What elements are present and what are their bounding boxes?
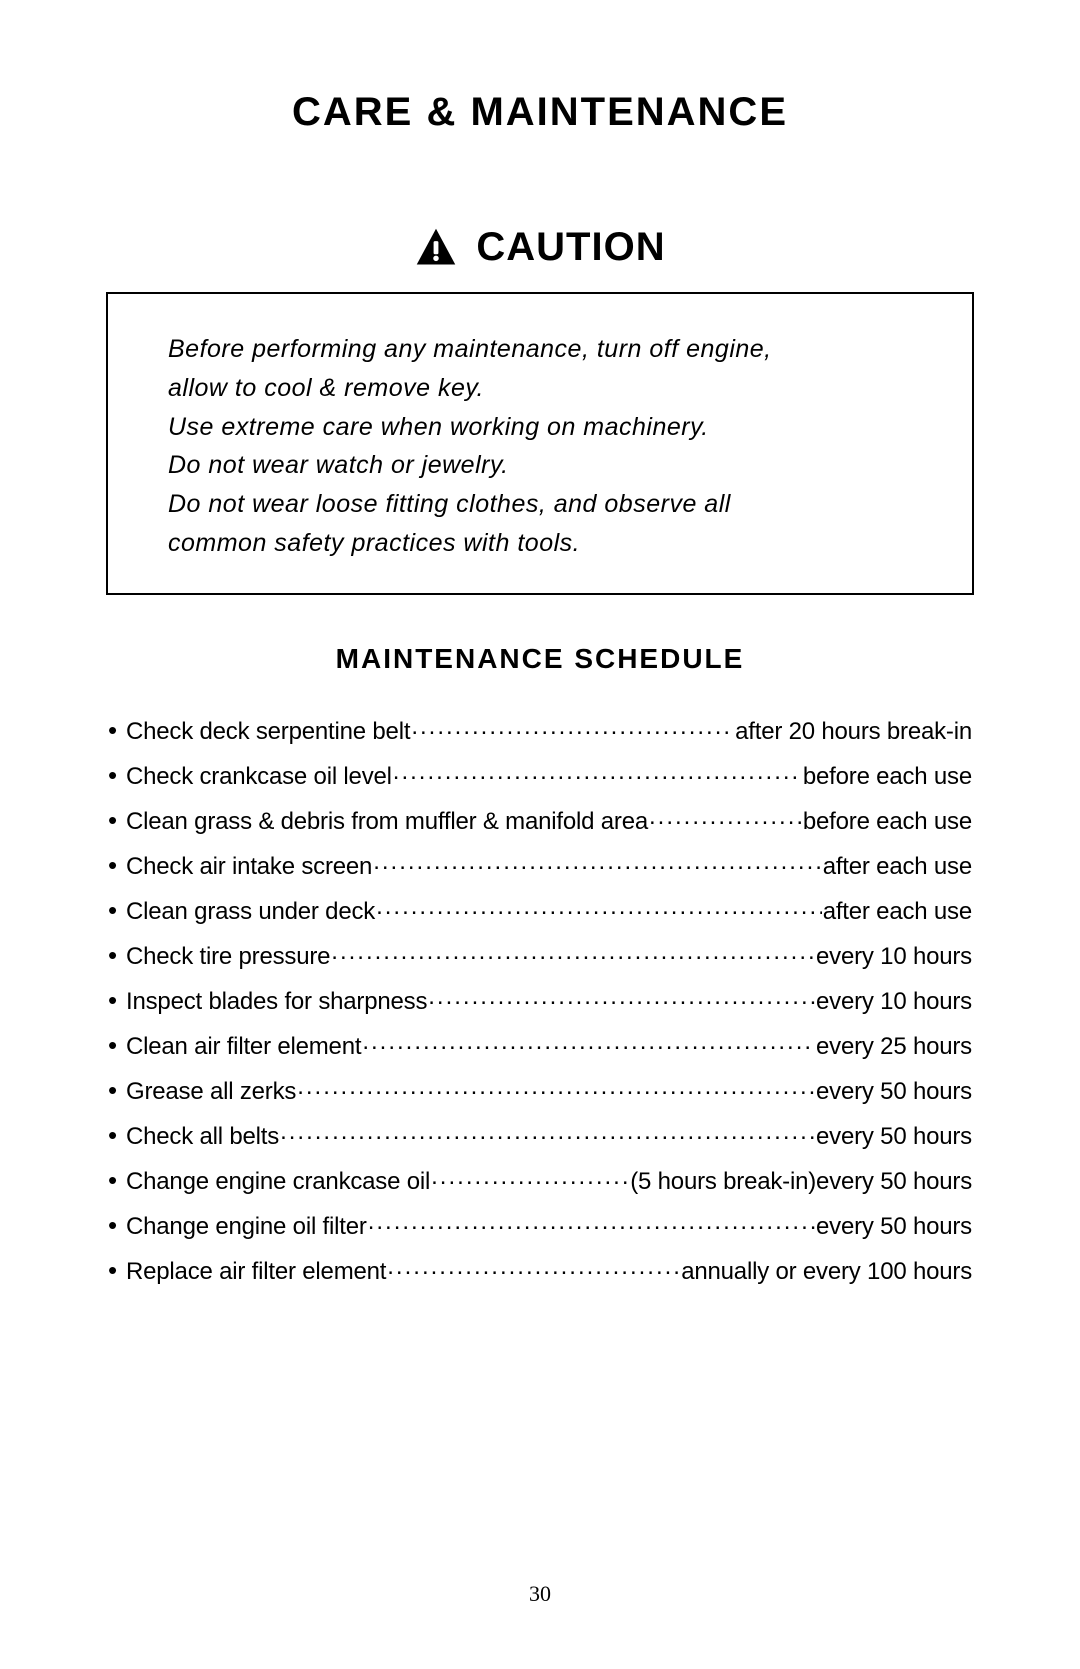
caution-box: Before performing any maintenance, turn … (106, 292, 974, 595)
schedule-frequency: every 10 hours (816, 945, 972, 969)
schedule-item: • Clean grass & debris from muffler & ma… (108, 805, 972, 834)
dot-leader (387, 1255, 680, 1279)
page-number: 30 (0, 1581, 1080, 1607)
dot-leader (411, 715, 734, 739)
caution-label: CAUTION (476, 225, 665, 270)
schedule-task: Inspect blades for sharpness (126, 990, 427, 1014)
dot-leader (649, 805, 802, 829)
dot-leader (376, 895, 822, 919)
schedule-item: • Change engine crankcase oil (5 hours b… (108, 1165, 972, 1194)
bullet-icon: • (108, 1212, 126, 1238)
schedule-task: Clean air filter element (126, 1035, 361, 1059)
schedule-task: Check all belts (126, 1125, 279, 1149)
dot-leader (393, 760, 802, 784)
dot-leader (373, 850, 822, 874)
schedule-task: Check crankcase oil level (126, 765, 392, 789)
schedule-task: Grease all zerks (126, 1080, 296, 1104)
bullet-icon: • (108, 1167, 126, 1193)
schedule-frequency: after each use (823, 900, 972, 924)
schedule-item: • Clean grass under deck after each use (108, 895, 972, 924)
schedule-task: Change engine oil filter (126, 1215, 367, 1239)
bullet-icon: • (108, 1077, 126, 1103)
schedule-frequency: every 50 hours (816, 1125, 972, 1149)
schedule-task: Clean grass & debris from muffler & mani… (126, 810, 648, 834)
bullet-icon: • (108, 762, 126, 788)
schedule-task: Check deck serpentine belt (126, 720, 410, 744)
bullet-icon: • (108, 1122, 126, 1148)
caution-line: Do not wear loose fitting clothes, and o… (168, 485, 932, 524)
bullet-icon: • (108, 717, 126, 743)
caution-line: Use extreme care when working on machine… (168, 408, 932, 447)
dot-leader (331, 940, 815, 964)
dot-leader (362, 1030, 815, 1054)
schedule-item: • Change engine oil filter every 50 hour… (108, 1210, 972, 1239)
document-page: CARE & MAINTENANCE CAUTION Before perfor… (0, 0, 1080, 1669)
schedule-frequency: after each use (823, 855, 972, 879)
schedule-frequency: before each use (803, 765, 972, 789)
bullet-icon: • (108, 897, 126, 923)
dot-leader (431, 1165, 629, 1189)
schedule-frequency: after 20 hours break-in (735, 720, 972, 744)
schedule-title: MAINTENANCE SCHEDULE (100, 643, 980, 675)
schedule-item: • Inspect blades for sharpness every 10 … (108, 985, 972, 1014)
schedule-item: • Grease all zerks every 50 hours (108, 1075, 972, 1104)
warning-icon (414, 226, 458, 270)
schedule-item: • Replace air filter element annually or… (108, 1255, 972, 1284)
schedule-frequency: (5 hours break-in)every 50 hours (630, 1170, 972, 1194)
schedule-item: • Check tire pressure every 10 hours (108, 940, 972, 969)
caution-line: common safety practices with tools. (168, 524, 932, 563)
schedule-item: • Check deck serpentine belt after 20 ho… (108, 715, 972, 744)
bullet-icon: • (108, 1257, 126, 1283)
caution-heading: CAUTION (100, 225, 980, 270)
caution-line: Do not wear watch or jewelry. (168, 446, 932, 485)
page-title: CARE & MAINTENANCE (100, 90, 980, 135)
bullet-icon: • (108, 852, 126, 878)
caution-line: allow to cool & remove key. (168, 369, 932, 408)
schedule-item: • Check air intake screen after each use (108, 850, 972, 879)
bullet-icon: • (108, 807, 126, 833)
bullet-icon: • (108, 942, 126, 968)
schedule-item: • Check all belts every 50 hours (108, 1120, 972, 1149)
schedule-frequency: every 50 hours (816, 1080, 972, 1104)
bullet-icon: • (108, 987, 126, 1013)
schedule-task: Clean grass under deck (126, 900, 375, 924)
schedule-item: • Clean air filter element every 25 hour… (108, 1030, 972, 1059)
schedule-task: Check tire pressure (126, 945, 330, 969)
schedule-frequency: annually or every 100 hours (681, 1260, 972, 1284)
schedule-task: Replace air filter element (126, 1260, 386, 1284)
dot-leader (428, 985, 815, 1009)
maintenance-schedule-list: • Check deck serpentine belt after 20 ho… (100, 715, 980, 1284)
schedule-task: Change engine crankcase oil (126, 1170, 430, 1194)
dot-leader (368, 1210, 815, 1234)
schedule-item: • Check crankcase oil level before each … (108, 760, 972, 789)
schedule-frequency: before each use (803, 810, 972, 834)
schedule-frequency: every 10 hours (816, 990, 972, 1014)
dot-leader (280, 1120, 815, 1144)
schedule-frequency: every 50 hours (816, 1215, 972, 1239)
schedule-task: Check air intake screen (126, 855, 372, 879)
bullet-icon: • (108, 1032, 126, 1058)
schedule-frequency: every 25 hours (816, 1035, 972, 1059)
caution-line: Before performing any maintenance, turn … (168, 330, 932, 369)
dot-leader (297, 1075, 815, 1099)
